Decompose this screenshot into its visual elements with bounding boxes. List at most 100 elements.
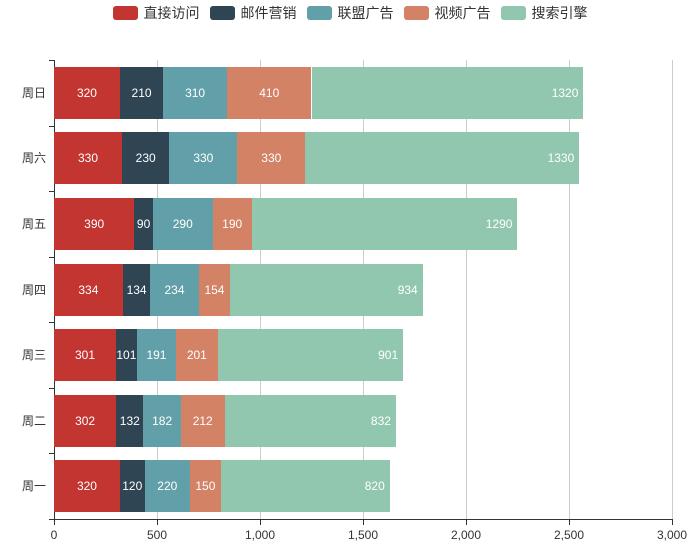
bar-segment[interactable]: 210 (119, 66, 164, 119)
bar-segment[interactable]: 934 (230, 263, 423, 316)
x-axis-tick (466, 520, 467, 525)
bar-segment[interactable]: 820 (220, 460, 390, 513)
bar-segment[interactable]: 390 (54, 197, 135, 250)
bar-value-label: 120 (122, 479, 143, 494)
bar-segment[interactable]: 132 (116, 394, 144, 447)
bar-value-label: 901 (378, 348, 399, 363)
bar-value-label: 330 (193, 151, 214, 166)
y-axis-tick (49, 322, 54, 324)
legend-label: 直接访问 (143, 5, 200, 21)
x-axis-line (54, 519, 673, 520)
bar-value-label: 201 (186, 348, 207, 363)
legend-item-1[interactable]: 邮件营销 (209, 5, 297, 21)
x-axis-tick (672, 520, 673, 525)
bar-value-label: 210 (131, 85, 152, 100)
bar-segment[interactable]: 302 (54, 394, 117, 447)
y-category-label: 周三 (21, 348, 46, 363)
legend-item-4[interactable]: 搜索引擎 (500, 5, 588, 21)
x-axis-tick (260, 520, 261, 525)
x-axis-tick (157, 520, 158, 525)
bar-segment[interactable]: 190 (212, 197, 252, 250)
y-axis-tick (49, 191, 54, 193)
bar-value-label: 334 (78, 282, 99, 297)
bar-segment[interactable]: 1330 (305, 132, 580, 185)
x-axis-tick (569, 520, 570, 525)
y-axis-tick (49, 256, 54, 258)
x-tick-label: 2,500 (553, 528, 585, 542)
bar-segment[interactable]: 301 (54, 329, 116, 382)
bar-segment[interactable]: 201 (176, 329, 218, 382)
bar-segment[interactable]: 290 (152, 197, 213, 250)
bar-segment[interactable]: 212 (180, 394, 225, 447)
bar-value-label: 320 (76, 479, 97, 494)
y-category-label: 周六 (21, 151, 46, 166)
legend-swatch-icon (306, 6, 332, 20)
bar-segment[interactable]: 101 (116, 329, 137, 382)
y-axis-tick (49, 453, 54, 455)
bar-segment[interactable]: 230 (121, 132, 170, 185)
y-category-label: 周日 (21, 85, 46, 100)
bar-segment[interactable]: 832 (224, 394, 396, 447)
bar-segment[interactable]: 330 (54, 132, 122, 185)
legend-item-0[interactable]: 直接访问 (112, 5, 200, 21)
bar-segment[interactable]: 90 (134, 197, 153, 250)
x-tick-label: 3,000 (656, 528, 688, 542)
legend-item-2[interactable]: 联盟广告 (306, 5, 394, 21)
legend-swatch-icon (403, 6, 429, 20)
bar-value-label: 290 (172, 216, 193, 231)
bar-value-label: 410 (259, 85, 280, 100)
legend: 直接访问 邮件营销 联盟广告 视频广告 搜索引擎 (0, 5, 700, 21)
legend-swatch-icon (209, 6, 235, 20)
bar-value-label: 301 (74, 348, 96, 363)
bar-value-label: 310 (185, 85, 206, 100)
x-tick-label: 500 (146, 528, 168, 542)
bar-segment[interactable]: 320 (54, 66, 120, 119)
y-category-label: 周一 (21, 479, 46, 494)
bar-value-label: 330 (261, 151, 282, 166)
legend-label: 邮件营销 (240, 5, 297, 21)
y-axis-tick (49, 60, 54, 61)
bar-segment[interactable]: 1290 (251, 197, 518, 250)
bar-value-label: 150 (195, 479, 216, 494)
bar-value-label: 101 (116, 348, 137, 363)
bar-value-label: 390 (84, 216, 105, 231)
bar-segment[interactable]: 154 (198, 263, 231, 316)
bar-segment[interactable]: 334 (54, 263, 123, 316)
legend-item-3[interactable]: 视频广告 (403, 5, 491, 21)
bar-value-label: 1290 (485, 216, 513, 231)
bar-segment[interactable]: 220 (144, 460, 190, 513)
gridline (672, 60, 673, 519)
legend-swatch-icon (500, 6, 526, 20)
bar-value-label: 302 (75, 413, 96, 428)
bar-segment[interactable]: 310 (163, 66, 228, 119)
legend-swatch-icon (112, 6, 138, 20)
legend-label: 搜索引擎 (531, 5, 588, 21)
y-category-label: 周二 (21, 413, 46, 428)
bar-segment[interactable]: 234 (150, 263, 199, 316)
legend-label: 视频广告 (434, 5, 491, 21)
y-axis-tick (49, 519, 54, 520)
bar-value-label: 191 (146, 348, 167, 363)
x-tick-label: 2,000 (450, 528, 482, 542)
bar-segment[interactable]: 330 (237, 132, 306, 185)
bar-segment[interactable]: 410 (227, 66, 312, 119)
bar-segment[interactable]: 191 (136, 329, 177, 382)
bar-segment[interactable]: 150 (189, 460, 221, 513)
bar-value-label: 320 (76, 85, 97, 100)
bar-value-label: 220 (157, 479, 178, 494)
bar-value-label: 832 (370, 413, 391, 428)
bar-segment[interactable]: 1320 (311, 66, 584, 119)
bar-segment[interactable]: 320 (54, 460, 120, 513)
x-tick-label: 1,000 (244, 528, 276, 542)
bar-segment[interactable]: 120 (119, 460, 145, 513)
y-axis-tick (49, 387, 54, 389)
x-tick-label: 1,500 (347, 528, 379, 542)
bar-segment[interactable]: 182 (143, 394, 181, 447)
gridline (466, 60, 467, 519)
bar-value-label: 154 (204, 282, 225, 297)
bar-value-label: 134 (126, 282, 147, 297)
bar-segment[interactable]: 330 (169, 132, 238, 185)
x-axis-tick (363, 520, 364, 525)
bar-segment[interactable]: 134 (122, 263, 151, 316)
bar-segment[interactable]: 901 (217, 329, 404, 382)
